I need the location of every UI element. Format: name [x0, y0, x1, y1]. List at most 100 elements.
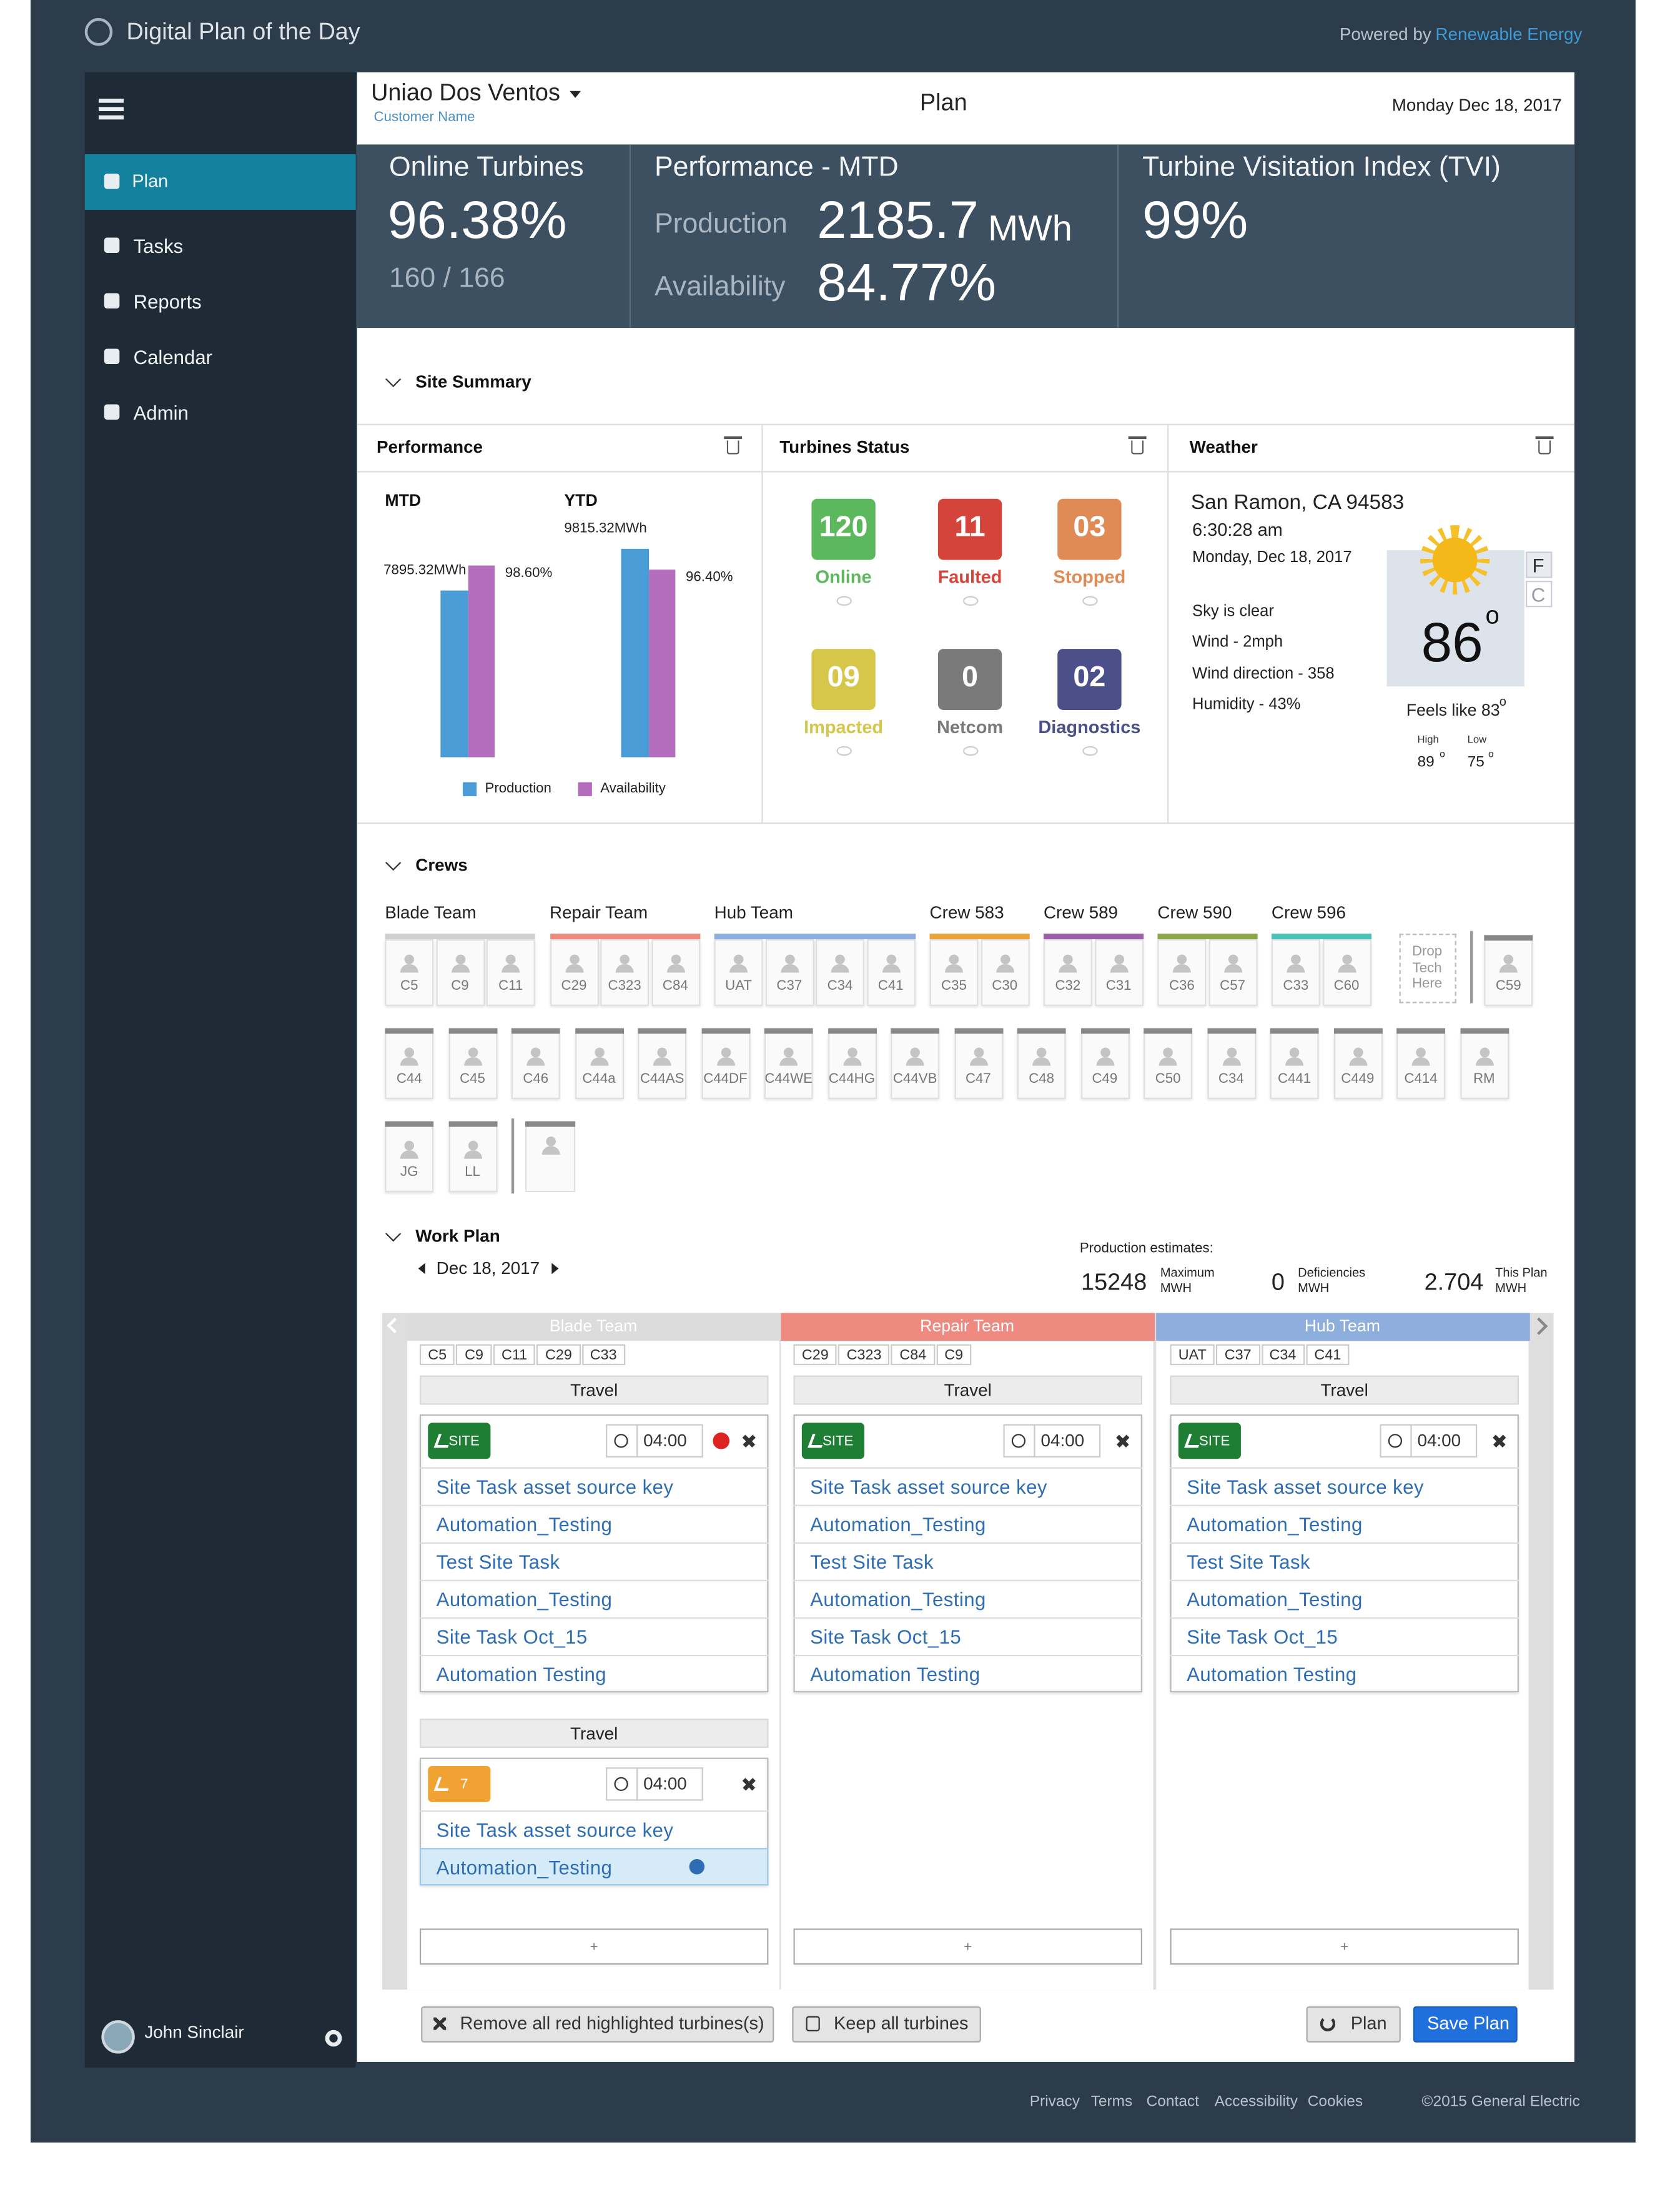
turbine-chip[interactable]: [1484, 939, 1533, 1006]
nav-item[interactable]: Reports: [133, 290, 202, 313]
date-prev[interactable]: [418, 1263, 425, 1275]
date-next[interactable]: [551, 1263, 559, 1275]
turbine-chip[interactable]: [1396, 1032, 1445, 1099]
turbine-chip[interactable]: [714, 939, 763, 1006]
task-name[interactable]: Site Task asset source key: [1187, 1474, 1424, 1497]
task-name[interactable]: Test Site Task: [1187, 1549, 1311, 1572]
customer[interactable]: Uniao Dos Ventos: [371, 79, 560, 106]
section-title[interactable]: Work Plan: [415, 1226, 500, 1246]
status-box[interactable]: [811, 649, 876, 710]
footer-link[interactable]: Privacy: [1029, 2093, 1080, 2111]
section-title[interactable]: Site Summary: [415, 372, 531, 392]
task-row[interactable]: [419, 1467, 769, 1505]
turbine-chip[interactable]: [827, 1032, 876, 1099]
turbine-chip[interactable]: [600, 939, 650, 1006]
turbine-chip[interactable]: [929, 939, 979, 1006]
eye-icon[interactable]: [962, 596, 979, 606]
turbine-chip[interactable]: [385, 1032, 434, 1099]
task-row[interactable]: [1170, 1504, 1519, 1542]
unit-toggle[interactable]: [1526, 551, 1553, 578]
turbine-chip[interactable]: [1080, 1032, 1129, 1099]
task-name[interactable]: Test Site Task: [436, 1549, 560, 1572]
eye-icon[interactable]: [836, 746, 852, 756]
task-row[interactable]: [419, 1810, 769, 1848]
nav-item[interactable]: Tasks: [133, 234, 184, 257]
eye-icon[interactable]: [1082, 596, 1098, 606]
eye-icon[interactable]: [1082, 746, 1098, 756]
nav-item[interactable]: Calendar: [133, 345, 213, 368]
footer-link[interactable]: Terms: [1090, 2093, 1133, 2111]
turbine-chip[interactable]: [980, 939, 1029, 1006]
turbine-chip[interactable]: [866, 939, 916, 1006]
task-row[interactable]: [419, 1579, 769, 1617]
turbine-chip[interactable]: [1043, 939, 1092, 1006]
save-button[interactable]: [1413, 2006, 1518, 2043]
footer-link[interactable]: Contact: [1146, 2093, 1200, 2111]
task-name[interactable]: Automation_Testing: [436, 1512, 613, 1535]
turbine-chip[interactable]: [1017, 1032, 1066, 1099]
site-badge[interactable]: [428, 1765, 491, 1802]
turbine-chip[interactable]: [651, 939, 700, 1006]
task-name[interactable]: Automation_Testing: [436, 1587, 613, 1610]
status-box[interactable]: [937, 498, 1002, 560]
nav-item[interactable]: Admin: [133, 401, 189, 424]
assigned-chip[interactable]: C9: [936, 1344, 972, 1366]
assigned-chip[interactable]: C29: [536, 1344, 581, 1366]
task-name[interactable]: Site Task Oct_15: [1187, 1625, 1338, 1647]
assigned-chip[interactable]: UAT: [1170, 1344, 1215, 1366]
turbine-chip[interactable]: [385, 939, 434, 1006]
turbine-chip[interactable]: [701, 1032, 750, 1099]
turbine-chip[interactable]: [816, 939, 864, 1006]
task-row[interactable]: [793, 1504, 1142, 1542]
status-box[interactable]: [937, 649, 1002, 710]
task-name[interactable]: Site Task asset source key: [436, 1818, 674, 1840]
assigned-chip[interactable]: C41: [1305, 1344, 1350, 1366]
keep-button[interactable]: [792, 2006, 981, 2043]
time-box[interactable]: [1380, 1424, 1478, 1458]
section-title[interactable]: Crews: [415, 856, 468, 875]
assigned-chip[interactable]: C29: [793, 1344, 838, 1366]
turbine-chip[interactable]: [486, 939, 535, 1006]
task-row[interactable]: [793, 1617, 1142, 1655]
status-box[interactable]: [1057, 649, 1122, 710]
nav-item[interactable]: Plan: [132, 170, 169, 192]
assigned-chip[interactable]: C33: [581, 1344, 625, 1366]
status-box[interactable]: [811, 498, 876, 560]
task-row[interactable]: [1170, 1617, 1519, 1655]
task-name[interactable]: Automation Testing: [436, 1662, 607, 1685]
trash-icon[interactable]: [726, 440, 739, 455]
task-name[interactable]: Automation_Testing: [1187, 1587, 1363, 1610]
settings[interactable]: [325, 2030, 342, 2047]
site-badge[interactable]: [801, 1423, 864, 1459]
task-name[interactable]: Automation Testing: [810, 1662, 981, 1685]
turbine-chip[interactable]: [1094, 939, 1144, 1006]
eye-icon[interactable]: [962, 746, 979, 756]
assigned-chip[interactable]: C84: [891, 1344, 935, 1366]
task-name[interactable]: Site Task asset source key: [810, 1474, 1047, 1497]
task-row[interactable]: [419, 1504, 769, 1542]
site-badge[interactable]: [1178, 1423, 1241, 1459]
task-row[interactable]: [1170, 1467, 1519, 1505]
trash-icon[interactable]: [1131, 440, 1144, 455]
task-name[interactable]: Test Site Task: [810, 1549, 934, 1572]
assigned-chip[interactable]: C37: [1216, 1344, 1260, 1366]
task-name[interactable]: Site Task asset source key: [436, 1474, 674, 1497]
task-row[interactable]: [419, 1617, 769, 1655]
trash-icon[interactable]: [1538, 440, 1551, 455]
time-box[interactable]: [1003, 1424, 1101, 1458]
add-button[interactable]: [1170, 1928, 1519, 1965]
assigned-chip[interactable]: C11: [493, 1344, 536, 1366]
task-row[interactable]: [419, 1542, 769, 1580]
add-button[interactable]: [793, 1928, 1142, 1965]
turbine-chip[interactable]: [764, 939, 814, 1006]
site-badge[interactable]: [428, 1423, 491, 1459]
eye-icon[interactable]: [836, 596, 852, 606]
footer-link[interactable]: Accessibility: [1214, 2093, 1298, 2111]
task-name[interactable]: Site Task Oct_15: [810, 1625, 962, 1647]
turbine-chip[interactable]: [1208, 939, 1257, 1006]
time-box[interactable]: [606, 1424, 703, 1458]
unit-toggle[interactable]: [1526, 581, 1553, 608]
task-row[interactable]: [419, 1654, 769, 1692]
turbine-chip[interactable]: [764, 1032, 813, 1099]
turbine-chip[interactable]: [1271, 939, 1320, 1006]
